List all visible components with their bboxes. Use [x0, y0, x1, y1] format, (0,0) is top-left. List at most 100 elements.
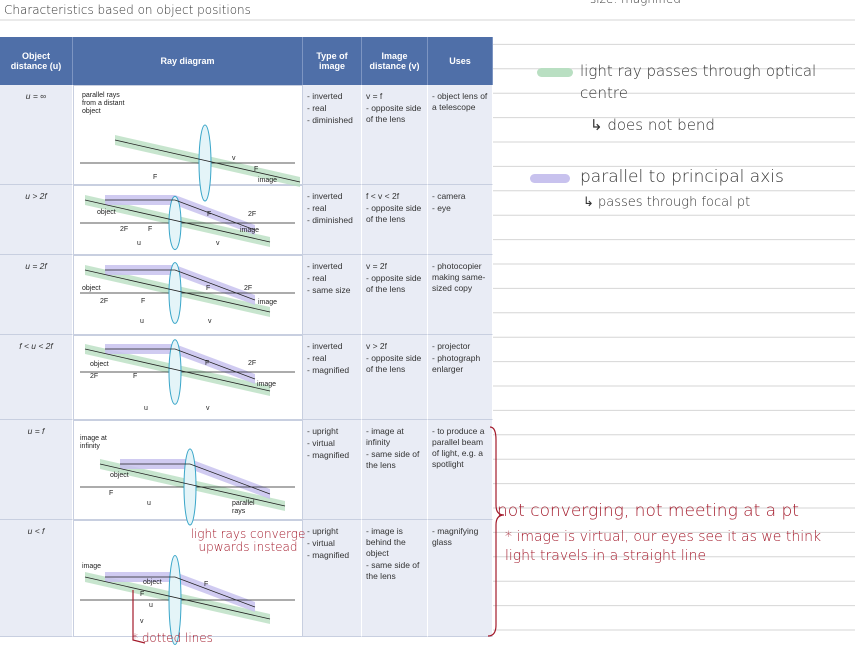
diagram-label: v — [208, 318, 212, 325]
cell-line: - magnifying glass — [432, 526, 479, 547]
diagram-label: v — [216, 240, 220, 247]
cell-line: - opposite side of the lens — [366, 273, 422, 294]
ray — [105, 199, 256, 231]
purple-subnote: ↳ passes through focal pt — [583, 195, 751, 210]
diagram-label: object — [90, 361, 109, 368]
table-cell: u > 2f — [0, 185, 73, 255]
diagram-label: u — [144, 405, 148, 412]
ray — [84, 348, 271, 392]
cell-line: - photocopier making same-sized copy — [432, 261, 486, 293]
converge-note: light rays converge upwards instead — [190, 527, 306, 554]
table-cell: - upright - virtual - magnified — [303, 520, 362, 637]
cell-line: - virtual — [307, 438, 335, 448]
cell-line: v = f — [366, 91, 383, 101]
cell-line: - virtual — [307, 538, 335, 548]
cell-line: - real — [307, 273, 327, 283]
green-highlight — [537, 68, 573, 77]
table-cell: u = ∞ — [0, 85, 73, 185]
cell-line: - real — [307, 353, 327, 363]
cell-line: v = 2f — [366, 261, 388, 271]
table-cell: - projector - photograph enlarger — [428, 335, 493, 420]
table-cell: f < v < 2f - opposite side of the lens — [362, 185, 428, 255]
table-cell: u = 2f — [0, 255, 73, 335]
cell-line: - image at infinity — [366, 426, 404, 447]
diagram-label: F — [207, 211, 212, 218]
diagram-label: object — [82, 285, 101, 292]
diagram-label: F — [254, 166, 259, 173]
cell-line: - magnified — [307, 550, 350, 560]
purple-band — [105, 572, 255, 612]
ray — [105, 348, 256, 380]
cell-line: - same size — [307, 285, 351, 295]
dotted-note: * dotted lines — [132, 631, 213, 645]
diagram-label: v — [140, 618, 144, 625]
diagram-label: u — [147, 500, 151, 507]
diagram-label: 2F — [244, 285, 253, 292]
ray — [105, 576, 256, 608]
diagram-label: 2F — [90, 373, 99, 380]
table-cell: - camera - eye — [428, 185, 493, 255]
red-bracket — [487, 426, 505, 637]
cell-line: - camera — [432, 191, 466, 201]
table-cell: - inverted - real - diminished — [303, 185, 362, 255]
lens — [168, 339, 182, 405]
table-cell: - inverted - real - diminished — [303, 85, 362, 185]
lens — [183, 448, 197, 526]
diagram-label: parallel rays from a distant object — [82, 92, 125, 115]
diagram-label: F — [141, 298, 146, 305]
table-cell: u = f — [0, 420, 73, 520]
purple-band — [105, 195, 255, 235]
diagram-label: image — [240, 227, 260, 234]
table-cell: v = f - opposite side of the lens — [362, 85, 428, 185]
green-subnote: ↳ does not bend — [590, 116, 715, 134]
diagram-label: F — [205, 360, 210, 367]
diagram-label: u — [149, 602, 153, 609]
purple-band — [105, 265, 255, 305]
diagram-label: v — [232, 155, 236, 162]
cell-line: - upright — [307, 426, 339, 436]
cell-line: - to produce a parallel beam of light, e… — [432, 426, 485, 469]
table-cell: f < u < 2f — [0, 335, 73, 420]
cell-line: - magnified — [307, 450, 350, 460]
cell-line: - diminished — [307, 115, 353, 125]
lens — [198, 124, 212, 202]
table-cell: - image at infinity - same side of the le… — [362, 420, 428, 520]
cell-line: - projector — [432, 341, 471, 351]
diagram-label: image — [82, 563, 102, 570]
diagram-label: F — [148, 226, 153, 233]
cell-line: - same side of the lens — [366, 560, 420, 581]
diagram-label: 2F — [120, 226, 129, 233]
cell-line: - diminished — [307, 215, 353, 225]
table-cell: - image is behind the object - same side … — [362, 520, 428, 637]
page-title: Characteristics based on object position… — [4, 3, 251, 17]
table-cell: v = 2f - opposite side of the lens — [362, 255, 428, 335]
diagram-label: F — [206, 285, 211, 292]
green-note: light ray passes through optical centre — [580, 62, 817, 102]
cell-line: - object lens of a telescope — [432, 91, 488, 112]
diagram-label: F — [133, 373, 138, 380]
cell-line: f < v < 2f — [366, 191, 400, 201]
table-cell: u < f — [0, 520, 73, 637]
column-header: Object distance (u) — [0, 37, 73, 85]
cell-line: - upright — [307, 526, 339, 536]
cell-line: - same side of the lens — [366, 449, 420, 470]
diagram-label: F — [140, 591, 145, 598]
diagram-label: image — [257, 381, 277, 388]
table-cell: - photocopier making same-sized copy — [428, 255, 493, 335]
table-cell: - object lens of a telescope — [428, 85, 493, 185]
cell-line: - real — [307, 203, 327, 213]
diagram-cell — [73, 85, 303, 185]
purple-highlight — [530, 174, 570, 183]
virtual-note: * image is virtual, our eyes see it as w… — [505, 529, 822, 564]
cell-line: - photograph enlarger — [432, 353, 481, 374]
lens — [168, 262, 182, 324]
table-cell: - inverted - real - magnified — [303, 335, 362, 420]
cell-line: - inverted — [307, 261, 343, 271]
diagram-label: u — [140, 318, 144, 325]
ray — [99, 463, 286, 507]
cell-line: - inverted — [307, 341, 343, 351]
table-cell: - to produce a parallel beam of light, e… — [428, 420, 493, 520]
column-header: Uses — [428, 37, 493, 85]
